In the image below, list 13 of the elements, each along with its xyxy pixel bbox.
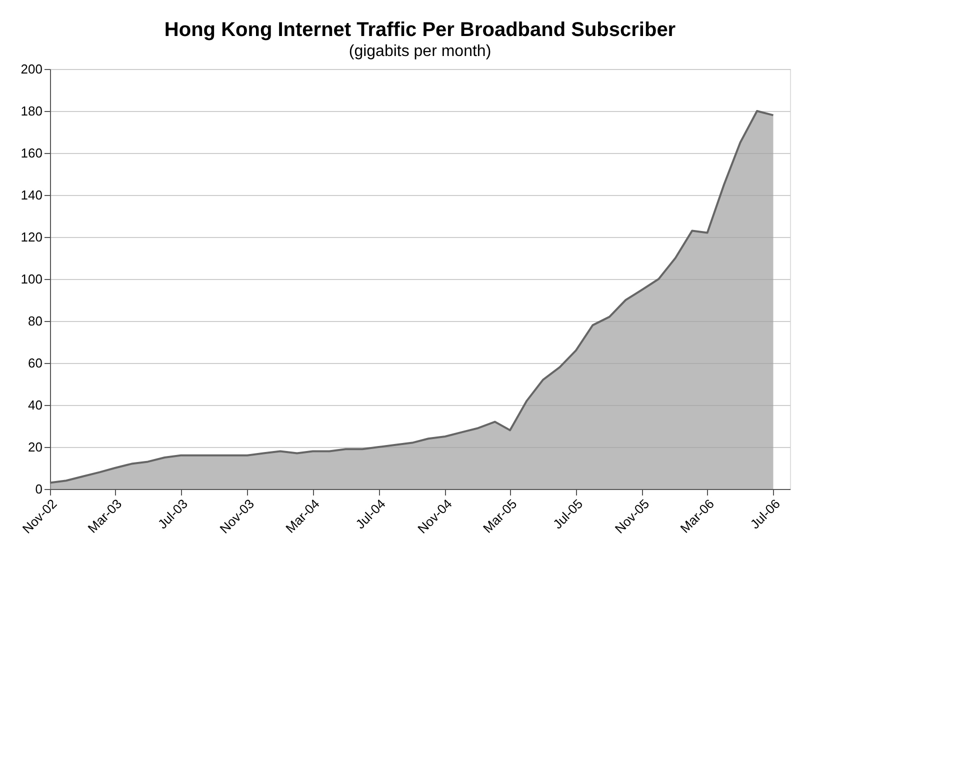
chart-subtitle: (gigabits per month) [348,43,492,60]
y-tick-label: 120 [20,230,42,244]
y-tick-label: 180 [20,104,42,118]
chart-title: Hong Kong Internet Traffic Per Broadband Subscriber [164,19,676,41]
y-tick-label: 160 [20,146,42,160]
y-tick-label: 80 [28,314,42,328]
y-tick-label: 200 [20,62,42,76]
y-tick-label: 100 [20,272,42,286]
y-tick-label: 140 [20,188,42,202]
y-tick-label: 60 [28,356,42,370]
y-tick-label: 20 [28,440,42,454]
y-tick-label: 0 [35,482,42,496]
y-tick-label: 40 [28,398,42,412]
